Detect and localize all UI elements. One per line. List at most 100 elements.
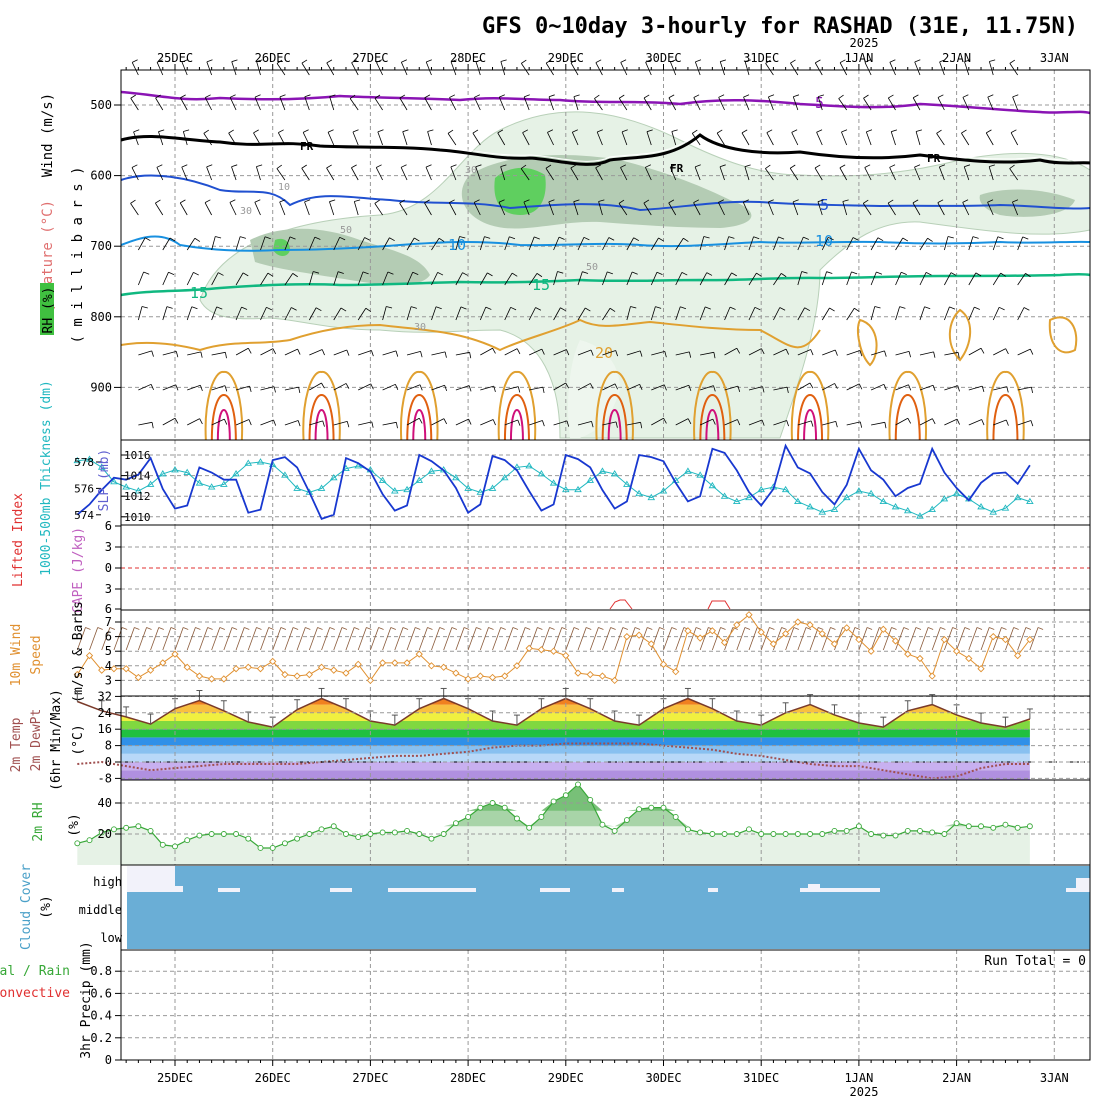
rh2m-point xyxy=(917,827,923,834)
lifted-index-cape-panel: 6 3 0 3 6 Lifted Index CAPE (J/kg) xyxy=(11,493,1091,616)
wind-barb-flag xyxy=(719,164,726,168)
rh2m-point xyxy=(746,826,752,833)
wind-barb-flag xyxy=(401,59,407,63)
wind-barb xyxy=(131,167,139,181)
wind10-barb-flag xyxy=(1025,627,1032,630)
wind10-point xyxy=(73,670,81,679)
wind-barb-flag xyxy=(754,306,761,311)
wind-barb xyxy=(650,272,658,286)
wind-barb-flag xyxy=(572,129,578,133)
wind10-barb-flag xyxy=(97,627,103,630)
wind-barb-flag xyxy=(444,351,447,358)
wind-barb xyxy=(284,348,298,356)
wind10-barb-flag xyxy=(451,627,458,630)
wind-barb-flag xyxy=(509,236,516,240)
wind-barb-flag xyxy=(475,164,482,168)
wind-barb-flag xyxy=(645,59,652,63)
wind10-barb xyxy=(687,627,697,651)
wind-barb xyxy=(400,62,408,76)
rh2m-point xyxy=(489,800,496,806)
wind-barb xyxy=(333,307,342,321)
wind10-point xyxy=(452,669,460,677)
wind-barb-flag xyxy=(790,59,796,64)
wind-barb-flag xyxy=(516,348,521,355)
wind-barb-flag xyxy=(639,350,643,357)
rh2m-point xyxy=(184,837,191,844)
wind-barb xyxy=(846,271,852,286)
wind10-point xyxy=(1026,635,1034,644)
wind10-point xyxy=(440,663,448,671)
wind-barb-flag xyxy=(814,164,821,169)
wind-barb-flag xyxy=(925,272,932,276)
wind10-point xyxy=(647,640,655,648)
wind-barb-flag xyxy=(864,164,871,168)
wind-barb-flag xyxy=(437,272,444,276)
top-date-label: 28DEC xyxy=(450,51,486,65)
wind-barb-flag xyxy=(150,384,154,390)
wind-barb xyxy=(968,306,975,321)
rh2m-point xyxy=(807,831,813,837)
wind-barb-flag xyxy=(643,199,650,204)
wind-barb-flag xyxy=(231,59,238,63)
wind-barb-flag xyxy=(792,199,799,203)
wind10-barb xyxy=(797,627,807,651)
wind-barb-flag xyxy=(793,94,800,98)
temp-band xyxy=(121,704,1030,713)
wind-barb xyxy=(431,351,446,356)
wind-barb-flag xyxy=(705,306,711,310)
precip-tick-label: 0.4 xyxy=(90,1009,112,1023)
wind-barb-flag xyxy=(399,94,406,99)
wind-barb xyxy=(553,349,567,356)
wind-barb-flag xyxy=(497,129,504,134)
thickness-point xyxy=(525,462,533,469)
wind10-barb-flag xyxy=(915,627,922,630)
wind-barb-flag xyxy=(376,59,383,63)
wind-barb-flag xyxy=(313,271,320,274)
wind-barb xyxy=(573,96,579,111)
wind-barb xyxy=(1009,168,1018,181)
wind10-point xyxy=(672,668,680,676)
wind-barb-flag xyxy=(1005,348,1009,355)
rh-label-50b: 50 xyxy=(586,262,598,273)
rh2m-point xyxy=(538,814,545,820)
wind-barb-flag xyxy=(426,59,432,63)
wind10-point xyxy=(586,670,594,679)
temp-tick-label: 0 xyxy=(105,755,112,769)
wind-barb-flag xyxy=(1010,129,1017,133)
wind-barb-flag xyxy=(524,94,530,98)
wind10-barb xyxy=(418,627,428,651)
rh-label-30c: 30 xyxy=(414,322,426,333)
rh2m-point xyxy=(623,817,630,823)
thickness-point xyxy=(781,485,790,493)
wind-barb-flag xyxy=(877,237,884,242)
wind10-barb xyxy=(858,627,868,651)
wind-barb xyxy=(304,201,310,216)
wind-barb xyxy=(1017,348,1031,356)
wind10-barb-flag xyxy=(976,627,983,630)
wind10-barb xyxy=(589,627,599,651)
wind-barb xyxy=(939,61,945,76)
wind-barb xyxy=(155,97,164,111)
thickness-point xyxy=(977,503,985,510)
wind-barb-flag xyxy=(199,385,203,391)
wind-barb xyxy=(643,97,652,111)
lobe-red xyxy=(894,393,921,441)
thickness-point xyxy=(1001,504,1010,511)
wind-barb xyxy=(871,421,885,426)
lobe-magenta xyxy=(803,408,818,441)
wind-barb xyxy=(748,307,756,321)
wind-barb-flag xyxy=(859,421,863,428)
wind-barb xyxy=(577,349,592,356)
thickness-point xyxy=(85,455,94,462)
wind-barb-flag xyxy=(411,306,417,309)
wind-barb xyxy=(455,351,470,356)
t-label-10b: 10 xyxy=(815,232,833,250)
wind-barb xyxy=(914,61,921,76)
wind-barb xyxy=(308,307,317,321)
wind-barb xyxy=(211,272,219,286)
wind-barb xyxy=(797,420,812,426)
rh2m-point xyxy=(330,823,337,830)
wind-barb-flag xyxy=(321,349,325,356)
wind-barb xyxy=(651,417,664,426)
wind-barb xyxy=(309,349,323,356)
